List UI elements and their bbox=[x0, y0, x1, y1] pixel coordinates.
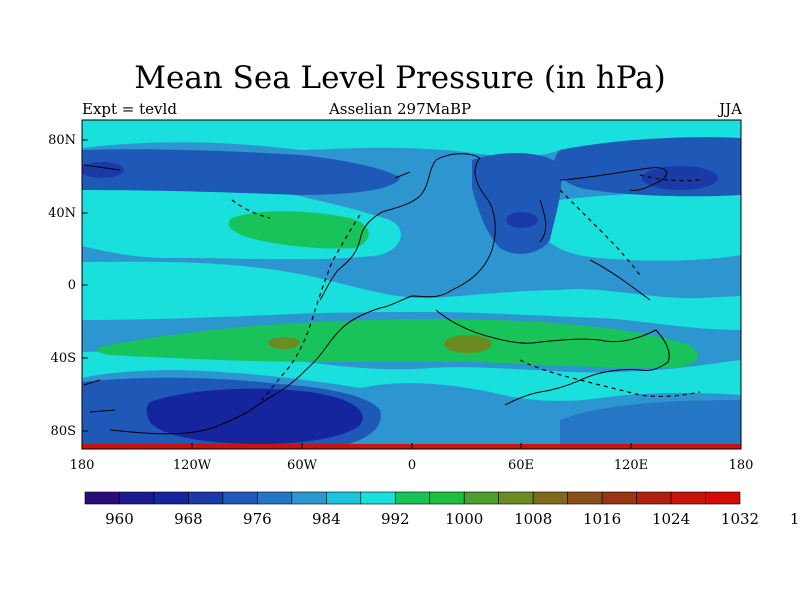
colorbar-swatch bbox=[222, 491, 258, 505]
y-tick-label-40N: 40N bbox=[48, 206, 76, 221]
field-low-asia bbox=[472, 153, 562, 254]
y-tick-label-40S: 40S bbox=[51, 351, 76, 366]
period-label: Asselian 297MaBP bbox=[328, 100, 472, 118]
y-tick-label-0: 0 bbox=[68, 278, 76, 293]
field-light-east bbox=[540, 190, 741, 261]
shoreline-south bbox=[519, 359, 701, 398]
y-tick-label-80N: 80N bbox=[48, 133, 76, 148]
colorbar-swatch bbox=[670, 491, 706, 505]
x-tick-label-60E: 60E bbox=[508, 458, 534, 473]
colorbar-swatch bbox=[119, 491, 155, 505]
field-olive-core-east bbox=[444, 335, 492, 353]
map-title: Mean Sea Level Pressure (in hPa) bbox=[134, 60, 666, 96]
colorbar-swatch bbox=[360, 491, 396, 505]
colorbar-swatch bbox=[532, 491, 568, 505]
x-tick-label-180-west: 180 bbox=[70, 458, 95, 473]
field-light-south bbox=[82, 351, 741, 401]
colorbar-label: 960 bbox=[105, 510, 134, 528]
colorbar-label: 1024 bbox=[652, 510, 690, 528]
x-tick-label-60W: 60W bbox=[287, 458, 318, 473]
colorbar-swatch bbox=[636, 491, 672, 505]
field-low-north-west bbox=[82, 149, 400, 195]
colorbar-label: 1016 bbox=[583, 510, 621, 528]
colorbar-swatch bbox=[463, 491, 499, 505]
colorbar-swatch bbox=[257, 491, 293, 505]
x-tick-label-120W: 120W bbox=[173, 458, 212, 473]
tick-marks bbox=[82, 139, 632, 449]
colorbar-swatch bbox=[84, 491, 120, 505]
colorbar-swatch bbox=[705, 491, 741, 505]
colorbar-label: 1040 bbox=[790, 510, 800, 528]
experiment-label: Expt = tevld bbox=[82, 100, 177, 118]
colorbar-label: 1008 bbox=[514, 510, 552, 528]
shoreline-east bbox=[559, 189, 641, 276]
field-green-south bbox=[96, 319, 699, 368]
y-tick-label-80S: 80S bbox=[51, 424, 76, 439]
colorbar-swatch bbox=[429, 491, 465, 505]
field-deep-asia bbox=[506, 212, 538, 228]
coastline-north-east bbox=[539, 167, 668, 301]
colorbar-label: 1032 bbox=[721, 510, 759, 528]
field-green-north bbox=[228, 211, 369, 249]
colorbar-swatch bbox=[567, 491, 603, 505]
colorbar-swatch bbox=[188, 491, 224, 505]
colorbar-swatch bbox=[394, 491, 431, 505]
colorbar-label: 1000 bbox=[445, 510, 483, 528]
x-tick-label-120E: 120E bbox=[614, 458, 648, 473]
colorbar-label: 992 bbox=[381, 510, 410, 528]
coastline-islands-west bbox=[83, 164, 411, 413]
pressure-field bbox=[82, 120, 741, 449]
field-olive-core-west bbox=[268, 337, 300, 349]
colorbar-swatch bbox=[601, 491, 637, 505]
colorbar-label: 968 bbox=[174, 510, 203, 528]
colorbar-label: 984 bbox=[312, 510, 341, 528]
coastlines bbox=[83, 153, 670, 435]
colorbar-swatch bbox=[153, 491, 189, 505]
colorbar-swatch bbox=[326, 491, 362, 505]
field-light-north-belt bbox=[82, 120, 741, 157]
coastline-pangea bbox=[109, 153, 496, 435]
colorbar-swatch bbox=[291, 491, 327, 505]
field-light-tropics bbox=[82, 261, 741, 330]
colorbar: 960 968 976 984 992 1000 1008 1016 1024 1032 1040 bbox=[84, 491, 800, 528]
colorbar-swatch bbox=[498, 491, 534, 505]
shoreline-north bbox=[231, 174, 701, 219]
coastline-east-gondwana bbox=[435, 309, 670, 406]
x-tick-label-0: 0 bbox=[408, 458, 416, 473]
season-label: JJA bbox=[719, 100, 742, 118]
field-deep-north-east bbox=[642, 166, 718, 190]
field-deep-south bbox=[146, 388, 363, 445]
x-tick-label-180-east: 180 bbox=[729, 458, 754, 473]
paleo-shorelines bbox=[231, 174, 701, 401]
colorbar-label: 976 bbox=[243, 510, 272, 528]
field-low-south-east bbox=[560, 400, 741, 449]
